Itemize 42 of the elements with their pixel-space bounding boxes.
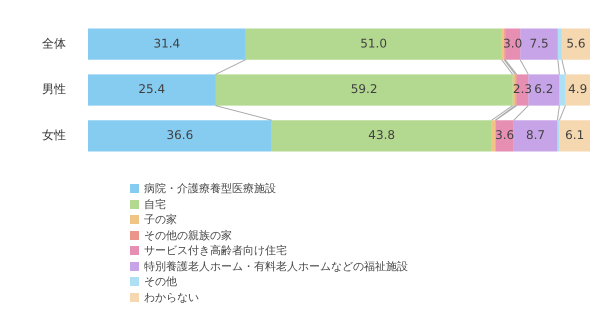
data-label: 59.2 xyxy=(350,82,378,96)
data-label: 5.6 xyxy=(566,36,586,50)
data-label: 51.0 xyxy=(360,36,387,50)
bar xyxy=(88,74,216,106)
bar xyxy=(512,74,516,106)
legend-label: 自宅 xyxy=(144,196,166,212)
data-label: 25.4 xyxy=(138,82,166,96)
y-tick-label: 全体 xyxy=(42,36,66,50)
legend-label: その他の親族の家 xyxy=(144,228,232,243)
bar xyxy=(492,120,496,152)
bar xyxy=(502,28,504,60)
data-label: 8.7 xyxy=(526,128,546,142)
data-label: 3.0 xyxy=(503,36,522,50)
legend-label: わからない xyxy=(144,290,199,305)
data-label: 4.9 xyxy=(568,82,588,96)
data-label: 6.1 xyxy=(565,128,584,142)
bar xyxy=(520,28,558,60)
legend-label: 子の家 xyxy=(144,212,177,228)
bar xyxy=(88,120,272,152)
legend-label: 病院・介護療養型医療施設 xyxy=(144,181,276,196)
legend-label: サービス付き高齢者向け住宅 xyxy=(144,243,287,258)
bar xyxy=(558,28,562,60)
data-label: 43.8 xyxy=(368,128,396,142)
bar xyxy=(88,28,246,60)
y-tick-label: 女性 xyxy=(42,128,66,142)
data-label: 3.6 xyxy=(495,128,514,142)
bar xyxy=(216,74,513,106)
data-label: 7.5 xyxy=(530,36,549,50)
data-label: 31.4 xyxy=(153,36,180,50)
bar xyxy=(562,28,590,60)
data-label: 2.3 xyxy=(512,82,532,96)
bar xyxy=(565,74,590,106)
bar xyxy=(246,28,502,60)
bar xyxy=(514,120,558,152)
y-tick-label: 男性 xyxy=(42,82,66,96)
bar xyxy=(272,120,492,152)
bar xyxy=(559,120,590,152)
legend-label: 特別養護老人ホーム・有料老人ホームなどの福祉施設 xyxy=(144,258,408,274)
data-label: 6.2 xyxy=(534,82,554,96)
data-label: 36.6 xyxy=(166,128,194,142)
legend-label: その他 xyxy=(144,274,177,290)
bar xyxy=(559,74,566,106)
